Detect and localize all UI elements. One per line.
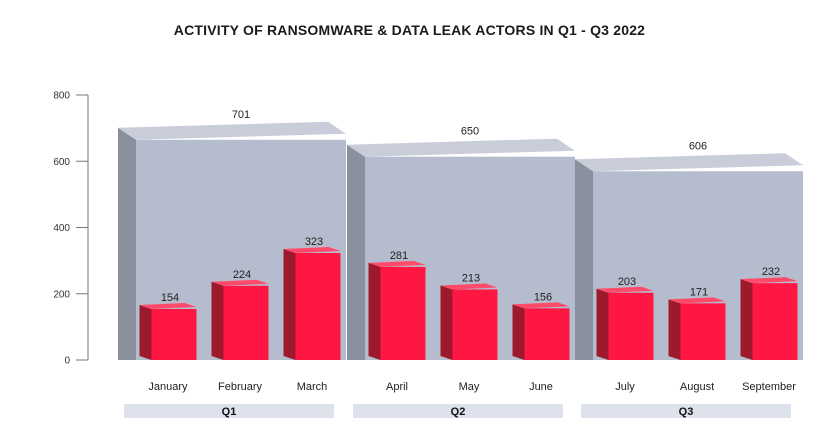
quarter-box-side-q1: [118, 127, 136, 360]
bar-front-june: [524, 308, 570, 360]
quarter-label-q3: Q3: [679, 406, 694, 418]
quarter-band-q2: [353, 404, 563, 418]
bar-value-label-june: 156: [534, 291, 552, 303]
quarter-group-q3: 606 203 171 232: [575, 140, 803, 360]
quarter-label-q2: Q2: [451, 406, 466, 418]
bar-side-april: [368, 262, 381, 360]
bar-june: 156: [512, 291, 570, 360]
bar-top-june: [512, 302, 570, 309]
bar-value-label-may: 213: [462, 272, 480, 284]
bar-march: 323: [283, 236, 341, 360]
bar-side-june: [512, 304, 525, 360]
category-labels: January February March Q1 April May June Q2 July…: [124, 381, 796, 418]
quarter-box-top-q1: [118, 121, 346, 140]
bar-top-april: [368, 260, 426, 267]
bar-side-march: [283, 249, 296, 360]
y-tick-label-600: 600: [53, 157, 70, 168]
bar-september: 232: [740, 266, 798, 360]
month-label-july: July: [615, 381, 635, 393]
bar-august: 171: [668, 286, 726, 360]
month-label-march: March: [297, 381, 328, 393]
bar-front-february: [223, 285, 269, 360]
month-label-june: June: [529, 381, 553, 393]
bar-front-may: [452, 289, 498, 360]
bar-front-april: [380, 266, 426, 360]
bar-side-july: [596, 288, 609, 360]
y-tick-label-0: 0: [64, 356, 70, 367]
bar-january: 154: [139, 292, 197, 360]
quarter-band-q1: [124, 404, 334, 418]
bar-top-august: [668, 297, 726, 304]
bar-front-august: [680, 303, 726, 360]
bar-side-may: [440, 285, 453, 360]
month-label-may: May: [459, 381, 480, 393]
bar-top-may: [440, 283, 498, 290]
bar-side-january: [139, 304, 152, 360]
quarter-box-side-q2: [347, 144, 365, 360]
bar-top-february: [211, 279, 269, 286]
bar-value-label-september: 232: [762, 266, 780, 278]
bar-value-label-march: 323: [305, 236, 323, 248]
chart-title: ACTIVITY OF RANSOMWARE & DATA LEAK ACTOR…: [173, 22, 646, 38]
bar-front-march: [295, 253, 341, 360]
quarter-total-label-q2: 650: [461, 126, 479, 138]
quarter-box-top-q2: [347, 138, 575, 157]
bar-july: 203: [596, 276, 654, 360]
y-tick-label-400: 400: [53, 223, 70, 234]
bar-value-label-july: 203: [618, 276, 636, 288]
y-tick-label-200: 200: [53, 289, 70, 300]
quarter-box-side-q3: [575, 159, 593, 360]
bar-top-july: [596, 286, 654, 293]
bar-value-label-april: 281: [390, 250, 408, 262]
bar-front-january: [151, 308, 197, 360]
month-label-september: September: [742, 381, 796, 393]
bar-top-january: [139, 302, 197, 309]
month-label-january: January: [148, 381, 188, 393]
bar-february: 224: [211, 269, 269, 360]
quarter-box-top-q3: [575, 153, 803, 172]
bar-side-august: [668, 299, 681, 360]
bar-value-label-august: 171: [690, 286, 708, 298]
quarter-bars: 701 154 224 323 650 281 213 156 606 203 171 232: [118, 109, 803, 360]
month-label-april: April: [386, 381, 408, 393]
bar-front-september: [752, 283, 798, 360]
month-label-february: February: [218, 381, 263, 393]
bar-may: 213: [440, 272, 498, 360]
y-axis: 0 200 400 600 800: [53, 91, 89, 367]
y-tick-label-800: 800: [53, 91, 70, 102]
bar-side-september: [740, 279, 753, 360]
quarter-total-label-q3: 606: [689, 140, 707, 152]
bar-value-label-january: 154: [161, 292, 179, 304]
quarter-group-q1: 701 154 224 323: [118, 109, 346, 360]
quarter-band-q3: [581, 404, 791, 418]
bar-top-september: [740, 277, 798, 284]
quarter-group-q2: 650 281 213 156: [347, 126, 575, 360]
bar-value-label-february: 224: [233, 269, 251, 281]
quarter-label-q1: Q1: [222, 406, 237, 418]
bar-top-march: [283, 247, 341, 254]
bar-side-february: [211, 281, 224, 360]
bar-april: 281: [368, 250, 426, 360]
month-label-august: August: [680, 381, 714, 393]
quarter-total-label-q1: 701: [232, 109, 250, 121]
bar-front-july: [608, 292, 654, 360]
